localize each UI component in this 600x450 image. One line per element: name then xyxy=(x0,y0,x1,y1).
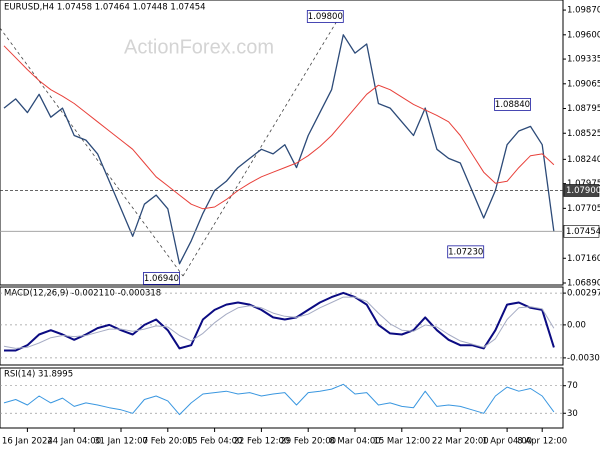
swing-box xyxy=(306,10,344,23)
x-tick-label: 15 Feb 04:00 xyxy=(187,437,243,447)
y-tick-label: 0.00 xyxy=(567,320,586,330)
y-tick-label: 1.09600 xyxy=(567,30,600,40)
swing-box xyxy=(143,272,180,285)
y-tick-label: 30 xyxy=(567,409,578,419)
macd-panel xyxy=(0,286,564,366)
macd-title: MACD(12,26,9) -0.002110 -0.000318 xyxy=(4,289,161,299)
y-tick-label: 1.06890 xyxy=(567,278,600,288)
x-tick-label: 8 Mar 04:00 xyxy=(329,437,380,447)
x-tick-label: 15 Mar 12:00 xyxy=(373,437,430,447)
price-box xyxy=(563,225,600,238)
y-tick-label: 1.08525 xyxy=(567,129,600,139)
y-tick-label: 70 xyxy=(567,381,578,391)
y-tick-label: -0.003093 xyxy=(567,353,600,363)
series-line xyxy=(4,291,555,352)
x-tick-label: 22 Feb 12:00 xyxy=(234,437,290,447)
y-tick-label: 1.08240 xyxy=(567,155,600,165)
x-tick-label: 22 Mar 20:00 xyxy=(432,437,489,447)
series-line xyxy=(3,383,555,416)
x-tick-label: 16 Jan 2024 xyxy=(2,437,53,447)
swing-label: 1.09800 xyxy=(308,12,343,22)
series-line xyxy=(3,45,555,210)
series-line xyxy=(3,296,555,349)
x-tick-label: 24 Jan 04:00 xyxy=(47,437,101,447)
main-panel xyxy=(0,0,564,286)
x-tick-label: 8 Apr 12:00 xyxy=(517,437,567,447)
series-line xyxy=(3,34,555,265)
x-tick-label: 29 Feb 20:00 xyxy=(280,437,336,447)
watermark: ActionForex.com xyxy=(124,36,274,58)
y-tick-label: 0.002979 xyxy=(567,289,600,299)
y-tick-label: 1.09870 xyxy=(567,6,600,16)
price-box xyxy=(563,184,600,197)
swing-label: 1.06940 xyxy=(144,274,179,284)
y-tick-label: 1.09335 xyxy=(567,55,600,65)
x-tick-label: 7 Feb 20:00 xyxy=(143,437,193,447)
trend-line xyxy=(182,15,341,277)
y-tick-label: 1.08795 xyxy=(567,104,600,114)
swing-label: 1.08840 xyxy=(495,100,530,110)
y-tick-label: 1.07705 xyxy=(567,204,600,214)
rsi-panel xyxy=(0,367,564,429)
x-tick-label: 31 Jan 12:00 xyxy=(94,437,148,447)
swing-box xyxy=(447,245,485,259)
y-tick-label: 1.07975 xyxy=(567,179,600,189)
price-box-label: 1.07900 xyxy=(566,186,600,196)
chart-title: EURUSD,H4 1.07458 1.07464 1.07448 1.0745… xyxy=(4,3,206,13)
rsi-title: RSI(14) 31.8995 xyxy=(4,370,73,380)
y-tick-label: 1.09065 xyxy=(567,79,600,89)
y-tick-label: 1.07160 xyxy=(567,254,600,264)
price-box-label: 1.07454 xyxy=(566,227,600,237)
x-tick-label: 1 Apr 04:00 xyxy=(482,437,532,447)
swing-box xyxy=(494,98,531,111)
swing-label: 1.07230 xyxy=(448,247,483,257)
